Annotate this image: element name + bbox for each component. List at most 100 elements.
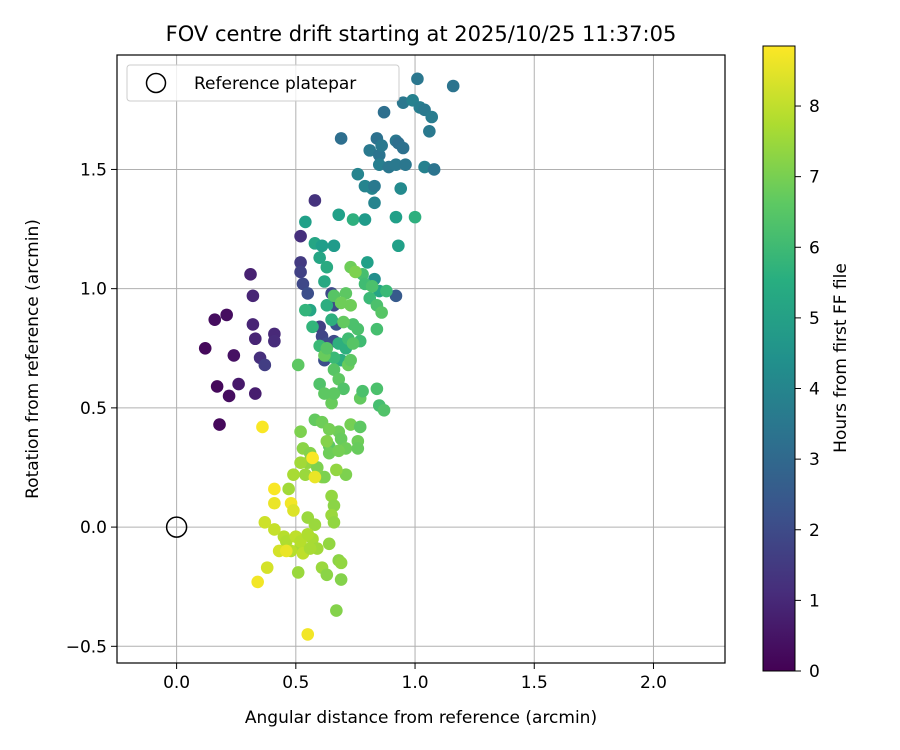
data-point: [198, 341, 212, 355]
data-point: [363, 144, 377, 157]
data-point: [258, 358, 272, 372]
data-point: [318, 470, 331, 484]
data-point: [368, 196, 381, 210]
data-point: [227, 349, 241, 362]
data-point: [372, 158, 386, 171]
data-point: [322, 537, 336, 551]
plot-area: [117, 55, 725, 663]
data-point: [334, 573, 348, 586]
data-point: [320, 434, 334, 448]
data-point: [308, 194, 322, 207]
data-point: [320, 568, 334, 582]
legend-marker-icon: [145, 72, 167, 94]
data-point: [377, 105, 391, 119]
data-point: [339, 468, 353, 481]
data-point: [389, 158, 403, 171]
data-point: [251, 575, 264, 589]
data-point: [291, 566, 305, 579]
data-point: [377, 403, 391, 417]
data-point: [399, 158, 412, 171]
data-point: [396, 141, 410, 155]
data-point: [287, 504, 300, 517]
x-tick-label: 0.0: [163, 673, 190, 693]
x-axis-ticks: 0.0 0.5 1.0 1.5 2.0: [163, 663, 667, 693]
data-point: [303, 542, 317, 555]
data-point: [353, 420, 367, 434]
data-point: [260, 561, 274, 574]
data-point: [268, 334, 281, 348]
data-point: [334, 296, 348, 310]
data-point: [322, 446, 336, 460]
y-tick-label: −0.5: [66, 637, 107, 657]
data-point: [213, 418, 226, 431]
data-point: [327, 387, 341, 400]
colorbar-tick-label: 3: [809, 450, 820, 470]
data-point: [372, 148, 386, 162]
data-point: [337, 382, 350, 396]
x-tick-label: 2.0: [640, 673, 667, 693]
data-point: [361, 256, 374, 269]
data-point: [246, 289, 260, 303]
data-point: [318, 387, 331, 400]
data-point: [306, 320, 319, 334]
grid: [117, 55, 725, 663]
data-point: [327, 239, 341, 253]
data-point: [344, 299, 357, 312]
data-point: [299, 303, 312, 317]
legend: Reference platepar: [126, 64, 400, 102]
data-point: [334, 132, 348, 145]
data-point: [337, 315, 350, 329]
data-point: [279, 535, 293, 548]
colorbar-tick-label: 1: [809, 591, 820, 611]
y-tick-label: 1.5: [80, 160, 107, 180]
data-point: [330, 604, 343, 617]
data-point: [380, 284, 393, 298]
colorbar-tick-label: 8: [809, 97, 820, 117]
data-point: [268, 523, 281, 536]
data-point: [258, 516, 272, 529]
data-point: [351, 167, 365, 181]
colorbar-label: Hours from first FF file: [831, 263, 851, 453]
data-point: [358, 213, 372, 226]
reference-marker: [165, 516, 188, 538]
data-point: [427, 163, 441, 176]
data-point: [279, 544, 293, 558]
data-point: [375, 139, 388, 152]
data-point: [327, 351, 341, 365]
data-point: [313, 251, 326, 264]
data-point: [325, 489, 338, 503]
colorbar-gradient: [762, 45, 796, 672]
colorbar-tick-label: 6: [809, 238, 820, 258]
data-point: [248, 387, 262, 400]
data-point: [320, 299, 334, 312]
data-point: [394, 182, 408, 195]
data-point: [268, 482, 281, 496]
data-point: [356, 384, 369, 398]
data-point: [339, 287, 353, 300]
data-point: [315, 239, 329, 253]
data-point: [346, 213, 360, 226]
data-point: [325, 313, 338, 326]
data-point: [301, 527, 315, 541]
data-point: [322, 423, 336, 436]
x-tick-label: 0.5: [282, 673, 309, 693]
data-point: [370, 322, 384, 336]
data-point: [246, 318, 260, 331]
data-point: [396, 96, 410, 109]
data-point: [389, 210, 403, 224]
data-point: [370, 382, 384, 396]
data-point: [313, 377, 326, 391]
data-point: [308, 470, 322, 484]
data-point: [318, 275, 331, 288]
y-tick-label: 0.0: [80, 518, 107, 538]
data-point: [418, 160, 431, 174]
colorbar-tick-label: 2: [809, 521, 820, 541]
data-point: [446, 79, 460, 93]
data-point: [268, 496, 281, 510]
y-axis-ticks: −0.5 0.0 0.5 1.0 1.5: [66, 160, 117, 657]
y-axis-label: Rotation from reference (arcmin): [23, 219, 43, 499]
data-point: [301, 287, 315, 300]
data-point: [296, 277, 310, 291]
data-point: [256, 420, 269, 434]
colorbar-tick-label: 7: [809, 168, 820, 188]
